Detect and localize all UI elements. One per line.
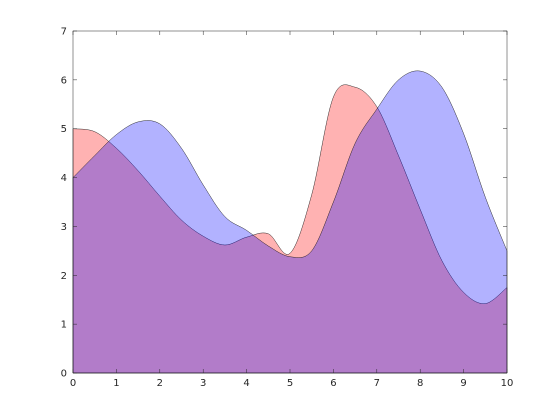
- x-axis: 0 1 2 3 4 5 6 7 8 9 10: [70, 31, 514, 389]
- plot-areas: [72, 70, 508, 374]
- x-tick-label-2: 2: [157, 378, 163, 389]
- x-tick-label-5: 5: [287, 378, 293, 389]
- x-tick-label-1: 1: [113, 378, 119, 389]
- y-tick-label-6: 6: [61, 75, 67, 86]
- y-tick-label-5: 5: [61, 124, 67, 135]
- x-tick-label-7: 7: [374, 378, 380, 389]
- x-tick-label-6: 6: [330, 378, 336, 389]
- area-series-1: [72, 84, 508, 374]
- y-tick-label-0: 0: [61, 369, 67, 380]
- y-tick-label-4: 4: [61, 173, 67, 184]
- x-tick-label-10: 10: [501, 378, 514, 389]
- y-tick-label-7: 7: [61, 27, 67, 38]
- area-series-2: [72, 70, 508, 374]
- y-tick-label-2: 2: [61, 271, 67, 282]
- x-tick-label-0: 0: [70, 378, 76, 389]
- x-tick-label-3: 3: [200, 378, 206, 389]
- x-tick-label-4: 4: [243, 378, 249, 389]
- y-tick-label-3: 3: [61, 222, 67, 233]
- y-axis: 0 1 2 3 4 5 6 7: [61, 27, 507, 380]
- x-tick-label-9: 9: [460, 378, 466, 389]
- x-tick-label-8: 8: [417, 378, 423, 389]
- y-tick-label-1: 1: [61, 320, 67, 331]
